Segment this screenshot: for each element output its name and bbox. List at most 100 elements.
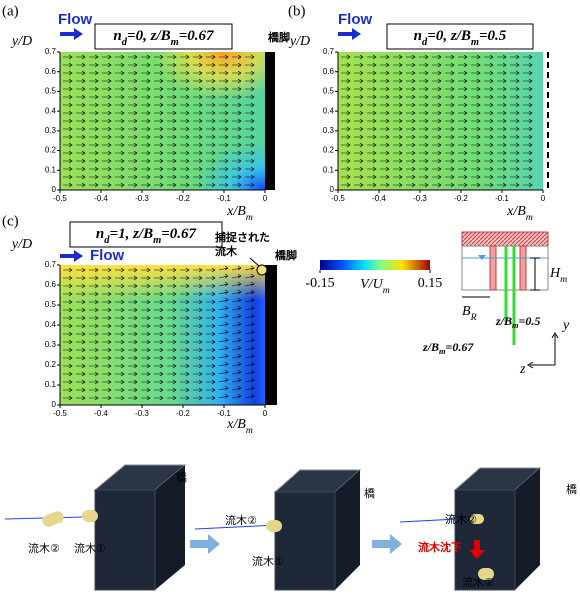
panel-title-part: =0.67 — [161, 226, 196, 242]
y-tick-label: 0.6 — [323, 67, 335, 76]
flow-arrow — [60, 250, 83, 262]
axes — [528, 333, 558, 368]
x-tick-label: -0.4 — [94, 194, 108, 203]
axis-y: y — [561, 318, 570, 333]
x-axis-label-part: m — [246, 425, 253, 436]
x-tick-label: -0.4 — [94, 409, 108, 418]
pier — [265, 265, 277, 405]
x-tick-label: -0.3 — [135, 194, 149, 203]
panel-title-part: n — [113, 28, 121, 44]
panel-label: (c) — [2, 213, 19, 229]
section-label: z/Bm=0.5 — [495, 314, 540, 331]
y-tick-label: 0.3 — [45, 126, 57, 135]
y-tick-label: 0.3 — [45, 340, 57, 349]
y-tick-label: 0.5 — [45, 300, 57, 309]
log — [82, 510, 98, 522]
log-label: 流木① — [252, 554, 284, 568]
pier-label: 橋脚 — [268, 30, 290, 44]
section-label-part: =0.5 — [519, 314, 541, 328]
figure: -0.5 -0.4 -0.3 -0.2 -0.1 0 0 0.1 0.2 0.3 0.4 0.5 0.6… — [0, 0, 580, 597]
step-1 — [5, 465, 185, 590]
pier-label: 橋脚 — [275, 248, 297, 262]
panel-title-part: =0.67 — [179, 28, 214, 44]
x-tick-label: -0.1 — [217, 194, 231, 203]
leader — [250, 258, 259, 266]
colorbar-label-part: m — [383, 285, 390, 296]
arrow — [190, 534, 220, 554]
x-tick-label: 0 — [541, 194, 546, 203]
colorbar-tick-label: 0.15 — [418, 276, 443, 291]
panel-label: (a) — [2, 3, 19, 19]
bridge-label: 橋 — [566, 482, 577, 496]
x-tick-label: -0.3 — [413, 194, 427, 203]
log — [41, 510, 66, 529]
width-label-part: R — [470, 312, 477, 323]
section-label-part: z/B — [422, 340, 439, 354]
y-tick-label: 0.4 — [323, 106, 335, 115]
axis-z: z — [519, 362, 526, 377]
arrow — [372, 534, 402, 554]
flow-arrow — [338, 28, 361, 40]
x-axis-label-part: m — [246, 212, 253, 223]
y-tick-label: 0 — [52, 400, 57, 409]
axes — [530, 335, 555, 365]
x-tick-label: -0.5 — [331, 194, 345, 203]
y-tick-label: 0 — [52, 185, 57, 194]
y-tick-label: 0.6 — [45, 280, 57, 289]
y-tick-label: 0.1 — [45, 165, 57, 174]
log-label: 流木② — [225, 513, 257, 527]
y-tick-label: 0.2 — [45, 360, 57, 369]
y-tick-label: 0.7 — [45, 47, 57, 56]
flow-label: Flow — [338, 11, 372, 28]
x-tick-label: 0 — [263, 194, 268, 203]
y-tick-label: 0.6 — [45, 67, 57, 76]
log — [266, 520, 282, 532]
section-label: z/Bm=0.67 — [422, 340, 474, 357]
x-tick-label: -0.5 — [53, 409, 67, 418]
panel-title-part: m — [471, 37, 479, 48]
bridge-label: 橋 — [364, 486, 375, 500]
y-tick-label: 0.4 — [45, 106, 57, 115]
x-axis-label-part: x/B — [226, 204, 246, 219]
y-tick-label: 0.5 — [45, 87, 57, 96]
panel-title-part: =0.5 — [479, 28, 507, 44]
flow-label: Flow — [58, 11, 92, 28]
dim — [530, 258, 540, 290]
y-tick-label: 0.5 — [323, 87, 335, 96]
width-label: BR — [462, 304, 477, 323]
y-tick-label: 0.7 — [45, 260, 57, 269]
panel-title-part: m — [153, 235, 161, 246]
section-label-part: z/B — [495, 314, 512, 328]
y-axis-label: y/D — [10, 34, 32, 49]
x-axis-label-part: x/B — [226, 417, 246, 432]
colorbar-tick-label: -0.15 — [305, 276, 334, 291]
y-tick-label: 0.4 — [45, 320, 57, 329]
panel-label: (b) — [288, 3, 306, 19]
x-tick-label: -0.4 — [372, 194, 386, 203]
y-tick-label: 0.1 — [323, 165, 335, 174]
panel-title-part: n — [414, 28, 422, 44]
panel-title-part: =1, z/B — [110, 226, 154, 242]
pier-a — [490, 246, 496, 290]
y-axis-label: y/D — [10, 237, 32, 252]
panel-title-part: =0, z/B — [427, 28, 471, 44]
panel-title-part: n — [96, 226, 104, 242]
y-tick-label: 0.1 — [45, 380, 57, 389]
y-tick-label: 0.2 — [45, 146, 57, 155]
box-front — [275, 492, 335, 590]
panel-title-part: =0, z/B — [127, 28, 171, 44]
trapped-debris — [257, 265, 267, 275]
section-label-part: =0.67 — [446, 340, 475, 354]
pier-b — [520, 246, 526, 290]
y-tick-label: 0.2 — [323, 146, 335, 155]
y-axis-label: y/D — [288, 34, 310, 49]
colorbar-label-part: V/U — [360, 277, 383, 292]
x-axis-label: x/Bm — [226, 204, 253, 223]
debris-label: 流木 — [215, 244, 238, 258]
flow-label: Flow — [90, 247, 124, 264]
x-axis-label-part: x/B — [506, 204, 526, 219]
x-tick-label: -0.2 — [176, 194, 190, 203]
x-tick-label: -0.2 — [454, 194, 468, 203]
pier — [265, 52, 275, 190]
bridge-label: 橋 — [176, 470, 187, 484]
